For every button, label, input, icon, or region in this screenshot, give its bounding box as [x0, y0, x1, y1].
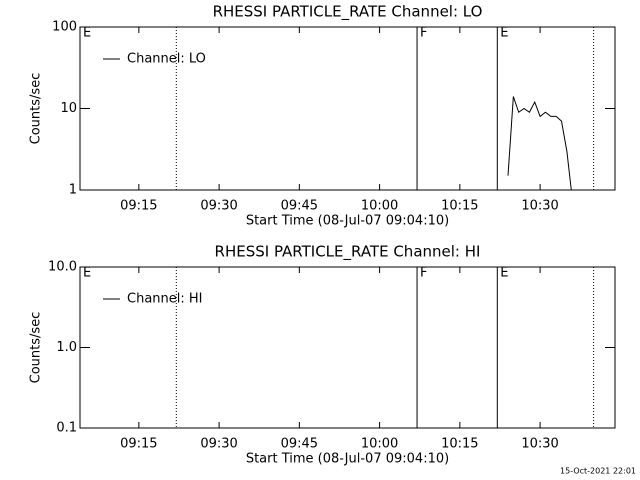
legend-label: Channel: HI — [127, 292, 203, 307]
y-tick-label: 100 — [52, 20, 77, 35]
y-tick-label: 0.1 — [56, 421, 77, 436]
x-tick-label: 10:30 — [521, 199, 558, 214]
x-tick-label: 09:30 — [200, 437, 237, 452]
y-tick-label: 1 — [69, 183, 77, 198]
event-label: E — [83, 26, 91, 41]
x-tick-label: 09:15 — [120, 199, 157, 214]
x-tick-label: 10:00 — [361, 437, 398, 452]
x-tick-label: 09:45 — [281, 199, 318, 214]
event-label: F — [420, 26, 427, 41]
legend-label: Channel: LO — [127, 52, 206, 67]
event-label: E — [500, 26, 508, 41]
x-tick-label: 10:15 — [441, 437, 478, 452]
x-tick-label: 09:45 — [281, 437, 318, 452]
y-tick-label: 10.0 — [48, 260, 77, 275]
y-tick-label: 1.0 — [56, 340, 77, 355]
event-label: E — [500, 266, 508, 281]
x-axis-label: Start Time (08-Jul-07 09:04:10) — [246, 214, 449, 229]
y-axis-label: Counts/sec — [29, 312, 44, 384]
chart-title: RHESSI PARTICLE_RATE Channel: LO — [213, 3, 483, 22]
event-label: F — [420, 266, 427, 281]
y-tick-label: 10 — [60, 101, 77, 116]
x-tick-label: 09:30 — [200, 199, 237, 214]
x-axis-label: Start Time (08-Jul-07 09:04:10) — [246, 452, 449, 467]
y-axis-label: Counts/sec — [29, 73, 44, 145]
timestamp: 15-Oct-2021 22:01 — [560, 467, 636, 476]
chart-title: RHESSI PARTICLE_RATE Channel: HI — [215, 243, 481, 262]
event-label: E — [83, 266, 91, 281]
x-tick-label: 10:00 — [361, 199, 398, 214]
x-tick-label: 10:30 — [521, 437, 558, 452]
x-tick-label: 09:15 — [120, 437, 157, 452]
data-line — [507, 96, 572, 190]
x-tick-label: 10:15 — [441, 199, 478, 214]
